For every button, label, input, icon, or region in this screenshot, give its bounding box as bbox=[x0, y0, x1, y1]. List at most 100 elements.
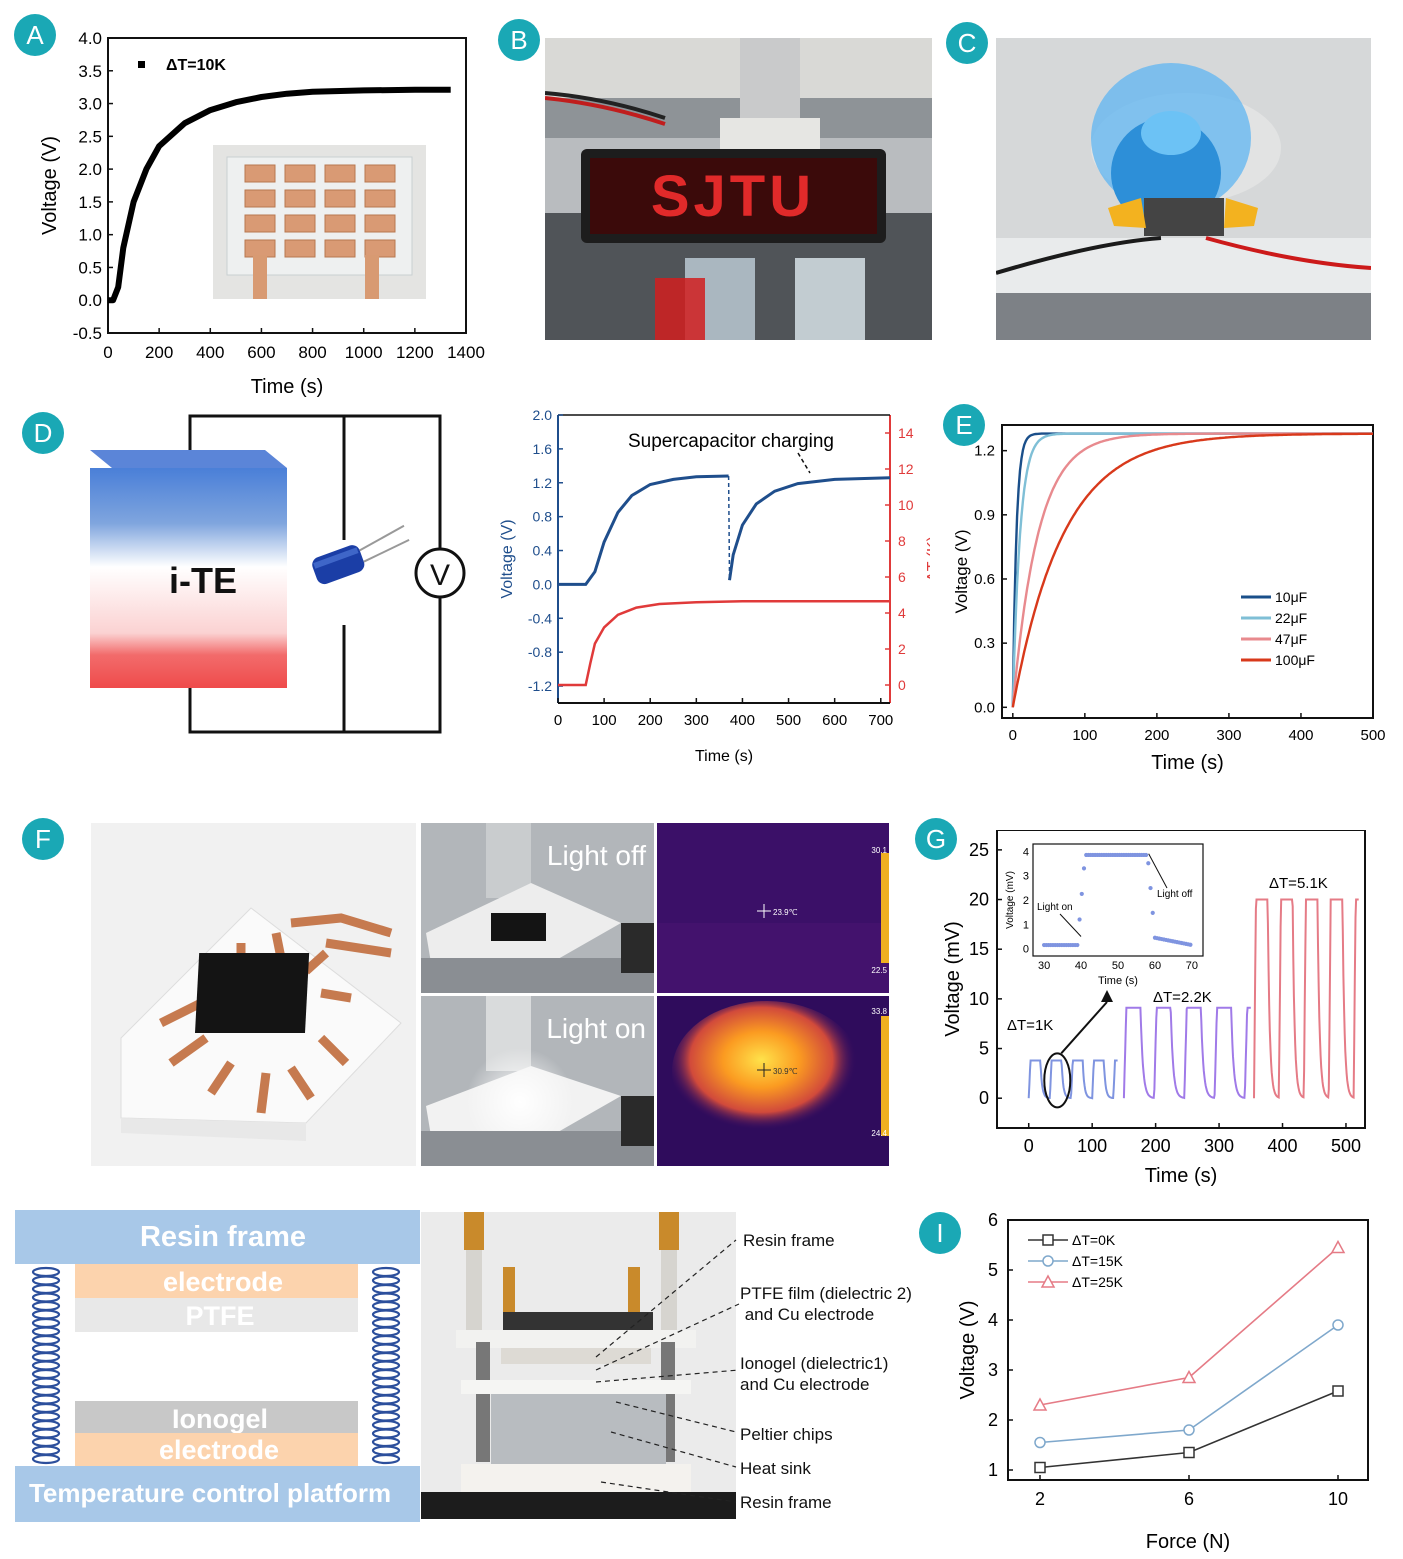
e-series-line bbox=[1011, 432, 1373, 708]
schematic-electrode-top: electrode bbox=[163, 1267, 283, 1297]
inset-pad bbox=[244, 214, 276, 233]
g-xtick-label: 500 bbox=[1331, 1136, 1361, 1156]
thermal-image-on: 30.9℃ 33.8 24.4 bbox=[657, 996, 889, 1166]
a-ytick-label: 0.5 bbox=[78, 258, 102, 277]
g-inset-point bbox=[1079, 891, 1084, 897]
i-legend-marker bbox=[1040, 1274, 1056, 1288]
i-ylabel: Voltage (V) bbox=[957, 1301, 979, 1400]
inset-pad bbox=[364, 189, 396, 208]
d-xtick-label: 600 bbox=[822, 712, 847, 729]
circuit-schematic: i-TE V bbox=[90, 414, 466, 734]
spring-coil bbox=[371, 1326, 401, 1337]
i-legend-label: ΔT=15K bbox=[1072, 1253, 1124, 1269]
d-ytick-label: 0.4 bbox=[533, 543, 553, 559]
g-xtick-label: 100 bbox=[1077, 1136, 1107, 1156]
spring-coil bbox=[371, 1402, 401, 1414]
e-xtick-label: 400 bbox=[1288, 727, 1313, 744]
g-inset-light-on: Light on bbox=[1037, 902, 1073, 913]
inset-pad bbox=[244, 189, 276, 208]
inset-pad bbox=[244, 239, 276, 258]
spring-coil bbox=[31, 1411, 61, 1422]
spring-coil bbox=[371, 1283, 401, 1295]
panel-label-i: I bbox=[919, 1212, 961, 1254]
callout-peltier: Peltier chips bbox=[740, 1425, 833, 1444]
a-ytick-label: -0.5 bbox=[73, 324, 102, 343]
d-voltage-line bbox=[558, 474, 729, 586]
d-y2label: ΔT (K) bbox=[925, 536, 930, 582]
a-xtick-label: 1200 bbox=[396, 343, 434, 362]
i-point bbox=[1183, 1446, 1195, 1459]
photo-light-off: Light off bbox=[421, 823, 654, 993]
callout-heat-sink: Heat sink bbox=[740, 1459, 811, 1478]
plot-frame bbox=[1001, 424, 1374, 719]
spring-coil bbox=[31, 1283, 61, 1295]
spring-coil bbox=[371, 1436, 401, 1448]
spring-coil bbox=[371, 1411, 401, 1422]
d-y2tick-label: 14 bbox=[898, 425, 914, 441]
d-voltage-line-2 bbox=[728, 476, 891, 581]
spring-coil bbox=[371, 1275, 401, 1286]
i-xtick-label: 10 bbox=[1328, 1489, 1348, 1509]
g-inset-ylabel: Voltage (mV) bbox=[1005, 871, 1016, 929]
schematic-ptfe: PTFE bbox=[185, 1301, 254, 1331]
g-ylabel: Voltage (mV) bbox=[942, 921, 964, 1037]
panel-label-c: C bbox=[946, 22, 988, 64]
g-inset-point bbox=[1075, 942, 1080, 948]
a-ytick-label: 3.0 bbox=[78, 95, 102, 114]
a-xtick-label: 1400 bbox=[447, 343, 485, 362]
d-ytick-label: 1.2 bbox=[533, 475, 553, 491]
a-ytick-label: 4.0 bbox=[78, 29, 102, 48]
i-point bbox=[1181, 1369, 1197, 1384]
d-y2tick-label: 4 bbox=[898, 605, 906, 621]
d-y2tick-label: 8 bbox=[898, 533, 906, 549]
spring-coil bbox=[31, 1343, 61, 1354]
i-xtick-label: 2 bbox=[1035, 1489, 1045, 1509]
g-inset-ytick: 1 bbox=[1023, 919, 1029, 931]
panel-label-e: E bbox=[943, 404, 985, 446]
spring-coil bbox=[31, 1309, 61, 1320]
g-ytick-label: 15 bbox=[969, 939, 989, 959]
spring-coil bbox=[31, 1445, 61, 1456]
spring-coil bbox=[31, 1377, 61, 1388]
spring-coil bbox=[31, 1394, 61, 1405]
a-ytick-label: 2.5 bbox=[78, 127, 102, 146]
e-series-line bbox=[1011, 432, 1373, 708]
spring-coil bbox=[31, 1351, 61, 1363]
inset-pad bbox=[364, 239, 396, 258]
plot-frame bbox=[1007, 1219, 1369, 1481]
a-xtick-label: 800 bbox=[298, 343, 326, 362]
g-series-line bbox=[1122, 1006, 1251, 1100]
spring-coil bbox=[371, 1385, 401, 1397]
a-xtick-label: 1000 bbox=[345, 343, 383, 362]
e-xtick-label: 200 bbox=[1144, 727, 1169, 744]
d-ytick-label: 1.6 bbox=[533, 441, 553, 457]
ir-bottom-max: 33.8 bbox=[871, 1007, 887, 1016]
spring-coil bbox=[371, 1266, 401, 1278]
i-xlabel: Force (N) bbox=[1146, 1531, 1230, 1553]
g-inset-point bbox=[1150, 910, 1155, 916]
inset-pad bbox=[284, 164, 316, 183]
g-ytick-label: 0 bbox=[979, 1088, 989, 1108]
g-inset-ytick: 3 bbox=[1023, 871, 1029, 883]
spring-coil bbox=[31, 1266, 61, 1278]
d-ytick-label: 0.0 bbox=[533, 576, 553, 592]
spring-coil bbox=[371, 1445, 401, 1456]
g-inset-point bbox=[1148, 885, 1153, 891]
spring-coil bbox=[371, 1453, 401, 1465]
e-xtick-label: 300 bbox=[1216, 727, 1241, 744]
g-highlight-ellipse bbox=[1043, 1052, 1072, 1109]
spring-coil bbox=[371, 1317, 401, 1329]
d-xtick-label: 700 bbox=[868, 712, 893, 729]
i-point bbox=[1332, 1385, 1344, 1397]
i-point bbox=[1034, 1461, 1046, 1474]
voltmeter-symbol: V bbox=[430, 559, 450, 592]
spring-coil bbox=[371, 1394, 401, 1405]
e-legend-label: 47μF bbox=[1275, 631, 1307, 647]
d-xtick-label: 400 bbox=[730, 712, 755, 729]
spring-coil bbox=[371, 1343, 401, 1354]
g-inset-ytick: 2 bbox=[1023, 895, 1029, 907]
spring-coil bbox=[371, 1351, 401, 1363]
photo-led-display: SJTU bbox=[545, 38, 932, 340]
g-label-1k: ΔT=1K bbox=[1007, 1017, 1053, 1034]
a-series-line bbox=[108, 86, 451, 304]
